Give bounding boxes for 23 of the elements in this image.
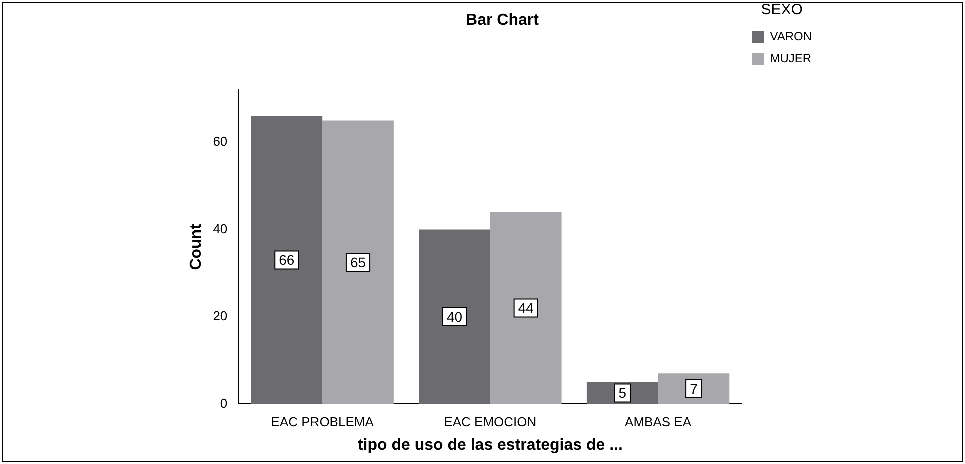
data-label: 66 — [279, 252, 295, 268]
y-axis-title: Count — [188, 223, 206, 270]
chart-title: Bar Chart — [466, 12, 540, 30]
bar — [490, 212, 562, 404]
legend-label: VARON — [770, 29, 812, 44]
y-tick-label: 0 — [220, 396, 228, 411]
bar — [322, 120, 394, 404]
bar — [419, 230, 490, 404]
y-tick-label: 20 — [213, 308, 228, 324]
data-label: 5 — [618, 385, 627, 402]
x-tick-label: EAC EMOCION — [444, 414, 537, 430]
x-tick-label: EAC PROBLEMA — [271, 414, 374, 430]
x-tick-label: AMBAS EA — [625, 414, 692, 430]
legend-title: SEXO — [761, 2, 803, 19]
x-axis-title: tipo de uso de las estrategias de ... — [358, 436, 623, 454]
y-tick-label: 60 — [213, 134, 228, 150]
data-label: 7 — [690, 380, 698, 397]
legend-label: MUJER — [770, 51, 812, 66]
data-label: 40 — [446, 308, 463, 325]
y-tick-label: 40 — [213, 221, 228, 236]
data-label: 65 — [350, 254, 366, 270]
data-label: 44 — [518, 300, 534, 316]
bar — [251, 116, 323, 404]
